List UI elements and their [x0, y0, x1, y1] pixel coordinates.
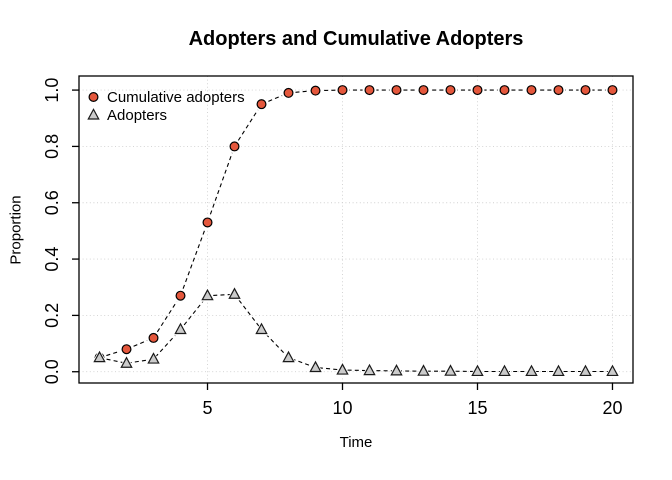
data-point-circle	[337, 85, 348, 96]
data-point-circle	[418, 85, 429, 96]
data-point-circle	[391, 85, 402, 96]
data-point-circle	[202, 217, 213, 228]
data-point-circle	[445, 85, 456, 96]
y-tick-label: 0.6	[42, 190, 62, 215]
data-point-circle	[121, 344, 132, 355]
data-point-triangle	[417, 364, 430, 376]
data-point-triangle	[579, 364, 592, 377]
legend-circle-icon	[88, 91, 99, 102]
data-point-triangle	[471, 364, 484, 377]
data-point-triangle	[498, 364, 511, 377]
data-point-triangle	[309, 360, 322, 373]
data-point-triangle	[552, 364, 565, 377]
legend-entry-adopters: Adopters	[87, 107, 167, 124]
legend-entry-cumulative-adopters: Cumulative adopters	[88, 89, 245, 106]
data-point-circle	[229, 141, 240, 152]
data-point-triangle	[363, 363, 376, 376]
data-point-circle	[175, 290, 186, 301]
data-point-triangle	[120, 356, 133, 368]
data-point-triangle	[255, 322, 268, 335]
legend-label: Adopters	[107, 107, 167, 124]
data-point-circle	[256, 99, 267, 110]
data-point-triangle	[93, 350, 106, 363]
data-point-circle	[553, 85, 564, 96]
data-point-circle	[364, 85, 375, 96]
data-point-circle	[310, 85, 321, 96]
x-tick-label: 15	[467, 398, 487, 418]
y-tick-label: 0.4	[42, 247, 62, 272]
data-point-triangle	[390, 364, 403, 376]
series-line-cumulative-adopters	[99, 89, 613, 359]
data-point-triangle	[228, 287, 241, 299]
x-tick-label: 10	[332, 398, 352, 418]
data-point-triangle	[201, 288, 214, 301]
y-tick-label: 0.8	[42, 134, 62, 159]
x-tick-label: 5	[203, 398, 213, 418]
plot-box	[78, 75, 634, 384]
data-point-circle	[148, 332, 159, 343]
y-tick-label: 1.0	[42, 78, 62, 103]
data-point-triangle	[606, 364, 619, 377]
data-point-circle	[472, 85, 483, 96]
series-line-adopters	[99, 293, 613, 373]
data-point-circle	[607, 85, 618, 96]
data-point-circle	[499, 85, 510, 96]
x-axis-label: Time	[339, 434, 373, 451]
data-point-circle	[580, 85, 591, 96]
data-point-circle	[526, 85, 537, 96]
data-point-triangle	[147, 352, 160, 364]
data-point-circle	[283, 87, 294, 98]
x-tick-label: 20	[602, 398, 622, 418]
y-tick-label: 0.2	[42, 303, 62, 328]
data-point-triangle	[336, 363, 349, 375]
data-point-triangle	[444, 364, 457, 376]
legend-triangle-icon	[87, 108, 100, 120]
data-point-triangle	[174, 322, 187, 335]
chart-title: Adopters and Cumulative Adopters	[188, 28, 524, 50]
y-axis-label: Proportion	[7, 195, 25, 265]
data-point-triangle	[282, 350, 295, 363]
y-tick-label: 0.0	[42, 359, 62, 384]
legend-label: Cumulative adopters	[107, 89, 245, 106]
data-point-triangle	[525, 364, 538, 377]
